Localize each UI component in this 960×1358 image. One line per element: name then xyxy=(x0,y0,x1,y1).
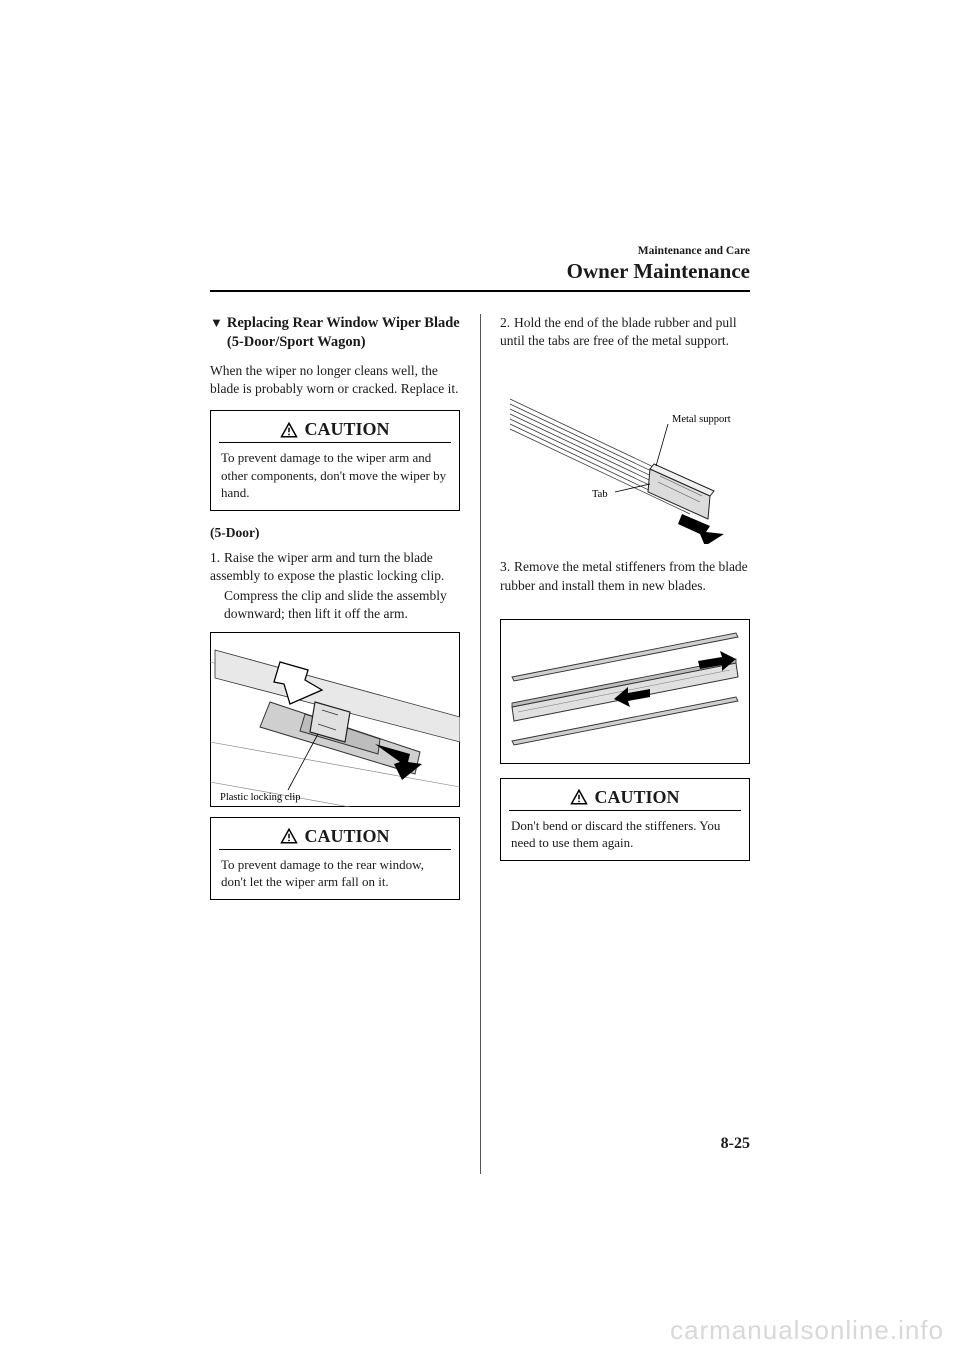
figure-blade-rubber: Metal support Tab xyxy=(500,374,750,544)
subsection-heading: ▼ Replacing Rear Window Wiper Blade (5-D… xyxy=(210,314,460,352)
step-continuation: Compress the clip and slide the assembly… xyxy=(224,587,460,623)
section-title: Owner Maintenance xyxy=(210,259,750,284)
watermark: carmanualsonline.info xyxy=(670,1315,944,1346)
page-number: 8-25 xyxy=(721,1135,750,1153)
caution-body: Don't bend or discard the stiffeners. Yo… xyxy=(501,811,749,860)
content-area: Maintenance and Care Owner Maintenance ▼… xyxy=(210,245,750,1205)
chapter-title: Maintenance and Care xyxy=(210,245,750,257)
fig2-label-tab: Tab xyxy=(592,489,608,500)
caution-box-3: CAUTION Don't bend or discard the stiffe… xyxy=(500,778,750,861)
subsection-heading-text: Replacing Rear Window Wiper Blade (5-Doo… xyxy=(227,314,460,352)
step-number: 2. xyxy=(500,314,514,332)
caution-heading: CAUTION xyxy=(509,783,741,811)
caution-body: To prevent damage to the wiper arm and o… xyxy=(211,443,459,510)
steps-list: 3.Remove the metal stiffeners from the b… xyxy=(500,558,750,594)
page: Maintenance and Care Owner Maintenance ▼… xyxy=(0,0,960,1358)
step-text: Hold the end of the blade rubber and pul… xyxy=(500,315,737,348)
caution-body: To prevent damage to the rear window, do… xyxy=(211,850,459,899)
fig2-label-support: Metal support xyxy=(672,414,731,425)
caution-heading: CAUTION xyxy=(219,822,451,850)
caution-title: CAUTION xyxy=(304,419,389,440)
caution-title: CAUTION xyxy=(594,787,679,808)
figure-wiper-arm: Plastic locking clip xyxy=(210,632,460,807)
warning-icon xyxy=(570,788,588,806)
variant-label: (5-Door) xyxy=(210,525,460,541)
right-column: 2.Hold the end of the blade rubber and p… xyxy=(480,314,750,914)
step-3: 3.Remove the metal stiffeners from the b… xyxy=(500,558,750,594)
intro-paragraph: When the wiper no longer cleans well, th… xyxy=(210,362,460,398)
step-1: 1.Raise the wiper arm and turn the blade… xyxy=(210,549,460,624)
page-header: Maintenance and Care Owner Maintenance xyxy=(210,245,750,292)
step-text: Remove the metal stiffeners from the bla… xyxy=(500,559,748,592)
caution-heading: CAUTION xyxy=(219,415,451,443)
warning-icon xyxy=(280,827,298,845)
left-column: ▼ Replacing Rear Window Wiper Blade (5-D… xyxy=(210,314,480,914)
caution-box-1: CAUTION To prevent damage to the wiper a… xyxy=(210,410,460,511)
step-2: 2.Hold the end of the blade rubber and p… xyxy=(500,314,750,350)
step-number: 3. xyxy=(500,558,514,576)
fig1-label: Plastic locking clip xyxy=(220,792,301,803)
caution-title: CAUTION xyxy=(304,826,389,847)
down-triangle-icon: ▼ xyxy=(210,315,223,332)
figure-stiffeners xyxy=(500,619,750,764)
steps-list: 2.Hold the end of the blade rubber and p… xyxy=(500,314,750,350)
step-text: Raise the wiper arm and turn the blade a… xyxy=(210,550,444,583)
two-column-layout: ▼ Replacing Rear Window Wiper Blade (5-D… xyxy=(210,314,750,914)
column-divider xyxy=(480,314,481,1174)
steps-list: 1.Raise the wiper arm and turn the blade… xyxy=(210,549,460,624)
warning-icon xyxy=(280,421,298,439)
caution-box-2: CAUTION To prevent damage to the rear wi… xyxy=(210,817,460,900)
step-number: 1. xyxy=(210,549,224,567)
